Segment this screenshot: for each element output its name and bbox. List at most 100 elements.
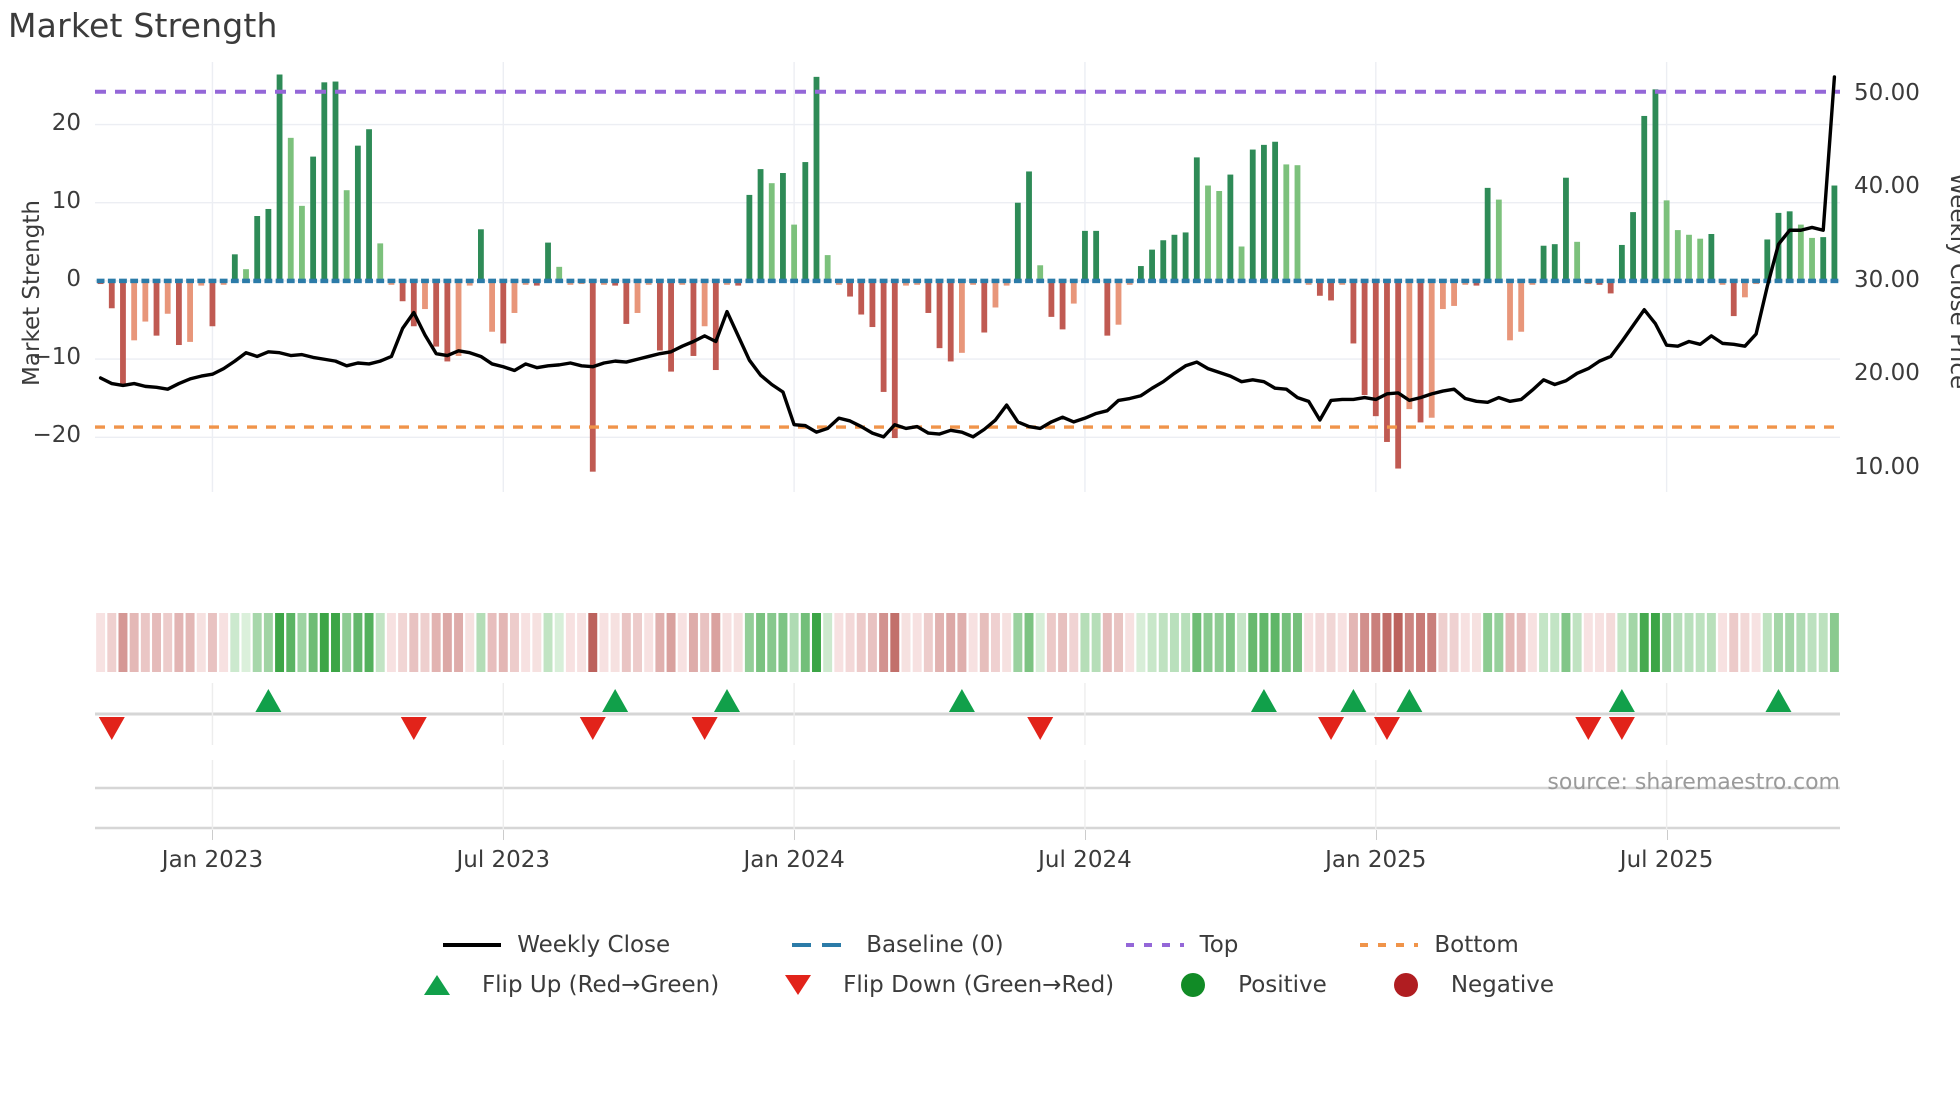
strength-bar [142, 280, 149, 322]
flip-marker-row [95, 683, 1840, 745]
strength-bar [1037, 265, 1044, 281]
heatmap-cell [1035, 613, 1045, 672]
heatmap-cell [1158, 613, 1168, 672]
heatmap-cell [1091, 613, 1101, 672]
heatmap-cell [1293, 613, 1302, 672]
heatmap-cell [744, 613, 754, 672]
strength-bar [556, 266, 563, 281]
x-tick-mark [1375, 830, 1377, 840]
strength-bar [947, 280, 954, 362]
strength-bar [1641, 115, 1648, 281]
strength-bar [120, 280, 126, 385]
x-axis-spine [95, 760, 1840, 830]
heatmap-cell [1460, 613, 1470, 672]
legend-label: Bottom [1434, 932, 1519, 958]
heatmap-cell [174, 613, 184, 672]
strength-bar [1618, 244, 1625, 281]
heatmap-cell [901, 613, 911, 672]
strength-bar [1160, 240, 1167, 281]
strength-bar [1093, 230, 1100, 281]
strength-bar [1205, 185, 1211, 281]
strength-bar [1663, 200, 1670, 281]
heatmap-cell [1751, 613, 1761, 672]
x-tick-mark [503, 830, 505, 840]
strength-bar [869, 280, 876, 328]
heatmap-cell [1718, 613, 1728, 672]
heatmap-cell [375, 613, 385, 672]
legend-item[interactable]: Flip Up (Red→Green) [406, 972, 719, 998]
flip-up-marker [255, 689, 282, 712]
strength-bar [332, 81, 339, 281]
legend-item[interactable]: Baseline (0) [790, 932, 1004, 958]
heatmap-cell [1427, 613, 1437, 672]
heatmap-cell [856, 613, 866, 672]
heatmap-cell [1639, 613, 1649, 672]
strength-bar [1518, 280, 1525, 332]
heatmap-cell [1729, 613, 1739, 672]
y-tick-right: 10.00 [1854, 453, 1920, 480]
heatmap-cell [1595, 613, 1604, 672]
strength-bar [1551, 244, 1558, 281]
strength-bar [1171, 234, 1178, 281]
heatmap-cell [767, 613, 777, 672]
heatmap-cell [286, 613, 296, 672]
strength-bar [623, 280, 630, 324]
heatmap-cell [1136, 613, 1146, 672]
strength-bar [1697, 238, 1704, 281]
strength-bar [1227, 174, 1234, 281]
strength-bar [1003, 280, 1010, 286]
heatmap-cell [633, 613, 642, 672]
legend-item[interactable]: Weekly Close [441, 932, 670, 958]
heatmap-cell [163, 613, 173, 672]
strength-bar [813, 76, 820, 281]
strength-bar [1283, 164, 1290, 281]
strength-bar [589, 280, 596, 472]
heatmap-cell [252, 613, 262, 672]
flip-down-marker [691, 717, 718, 740]
heatmap-cell [454, 613, 464, 672]
heatmap-cell [912, 613, 922, 672]
legend-item[interactable]: Top [1124, 932, 1238, 958]
x-tick: Jul 2023 [456, 847, 551, 873]
main-plot-area [95, 62, 1840, 492]
heatmap-cell [700, 613, 710, 672]
strength-bar [992, 280, 999, 308]
strength-bar [1350, 280, 1357, 344]
legend-item[interactable]: Negative [1375, 972, 1554, 998]
strength-bar [1652, 89, 1659, 281]
strength-bar [1316, 280, 1323, 296]
strength-bar [1674, 230, 1681, 281]
strength-bar [1809, 237, 1815, 281]
heatmap-cell [1550, 613, 1560, 672]
strength-bar [265, 208, 272, 281]
heatmap-cell [1505, 613, 1515, 672]
heatmap-cell [420, 613, 430, 672]
heatmap-cell [554, 613, 564, 672]
flip-up-marker [1250, 689, 1277, 712]
heatmap-cell [152, 613, 161, 672]
strength-bar [455, 280, 462, 356]
heatmap-cell [968, 613, 978, 672]
x-tick: Jul 2025 [1619, 847, 1714, 873]
strength-bar [131, 280, 138, 341]
strength-bar [690, 280, 697, 356]
negative-dot-icon [1375, 973, 1437, 997]
heatmap-cell [1404, 613, 1414, 672]
strength-bar [478, 229, 484, 281]
strength-bar [1406, 280, 1413, 410]
x-tick-mark [794, 830, 796, 840]
flip-up-marker [948, 689, 975, 712]
heatmap-cell [688, 613, 698, 672]
strength-bar [1137, 266, 1144, 281]
heatmap-cell [129, 613, 139, 672]
heatmap-cell [588, 613, 598, 672]
legend-item[interactable]: Positive [1162, 972, 1327, 998]
strength-bar [1495, 199, 1502, 281]
heatmap-cell [241, 613, 251, 672]
legend-item[interactable]: Flip Down (Green→Red) [767, 972, 1114, 998]
strength-bar [1104, 280, 1111, 336]
heatmap-cell [1650, 613, 1660, 672]
heatmap-cell [1371, 613, 1381, 672]
legend-item[interactable]: Bottom [1358, 932, 1519, 958]
strength-bar [1607, 280, 1614, 294]
